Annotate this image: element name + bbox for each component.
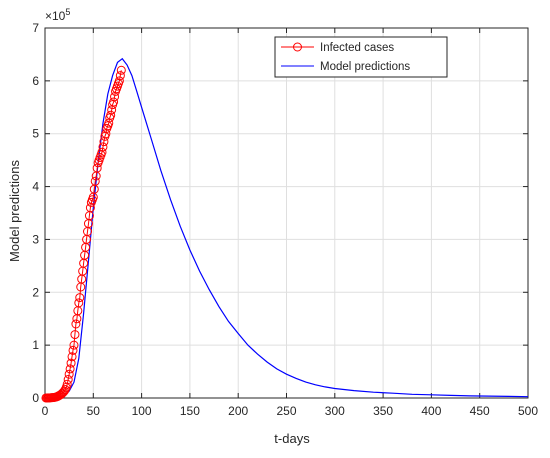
infected-case-marker: [98, 142, 108, 152]
plot-area: [41, 57, 529, 403]
legend-label-infected: Infected cases: [320, 42, 394, 54]
legend: Infected cases Model predictions: [274, 36, 448, 78]
infected-case-marker: [69, 340, 79, 350]
y-tick-label: 4: [32, 180, 39, 194]
x-tick-label: 450: [470, 404, 490, 418]
x-tick-label: 200: [228, 404, 248, 418]
x-tick-label: 500: [518, 404, 538, 418]
infected-case-marker: [70, 330, 80, 340]
infected-case-marker: [97, 147, 107, 157]
y-multiplier-base: ×10: [45, 9, 66, 23]
infected-case-marker: [68, 345, 78, 355]
y-axis-title: Model predictions: [7, 160, 22, 262]
x-tick-label: 150: [180, 404, 200, 418]
infected-case-marker: [71, 319, 81, 329]
infected-case-marker: [106, 110, 116, 120]
infected-case-marker: [65, 364, 75, 374]
infected-case-marker: [67, 352, 77, 362]
y-tick-label: 1: [32, 338, 39, 352]
x-tick-label: 0: [42, 404, 49, 418]
x-tick-label: 250: [276, 404, 296, 418]
infected-case-marker: [75, 293, 85, 303]
x-tick-label: 100: [132, 404, 152, 418]
infected-case-marker: [116, 65, 126, 75]
legend-label-model: Model predictions: [320, 61, 410, 73]
infected-case-marker: [114, 76, 124, 86]
y-tick-label: 6: [32, 74, 39, 88]
x-tick-label: 350: [373, 404, 393, 418]
y-tick-label: 0: [32, 391, 39, 405]
infected-case-marker: [63, 375, 73, 384]
x-tick-label: 300: [325, 404, 345, 418]
infected-case-marker: [66, 358, 76, 368]
infected-case-marker: [109, 97, 119, 107]
grid: [45, 28, 528, 398]
y-multiplier-exponent: 5: [65, 7, 70, 17]
y-tick-label: 5: [32, 127, 39, 141]
x-tick-label: 400: [421, 404, 441, 418]
infected-case-marker: [64, 369, 74, 379]
legend-box: [274, 36, 448, 78]
y-tick-label: 2: [32, 285, 39, 299]
y-tick-label: 7: [32, 21, 39, 35]
infected-case-marker: [62, 379, 72, 389]
legend-marker-infected: [293, 42, 302, 52]
x-axis-title: t-days: [274, 431, 310, 446]
infected-case-marker: [74, 298, 84, 308]
infected-case-marker: [115, 71, 125, 81]
y-multiplier-label: ×105: [45, 7, 70, 23]
infected-case-marker: [58, 387, 68, 397]
infected-case-marker: [90, 176, 100, 186]
model-predictions-line: [44, 57, 529, 399]
tick-labels: 0 50 100 150 200 250 300 350 400 450 500 0 1 2 3 4 5 6 7: [32, 21, 538, 418]
y-tick-label: 3: [32, 232, 39, 246]
x-tick-label: 50: [87, 404, 101, 418]
